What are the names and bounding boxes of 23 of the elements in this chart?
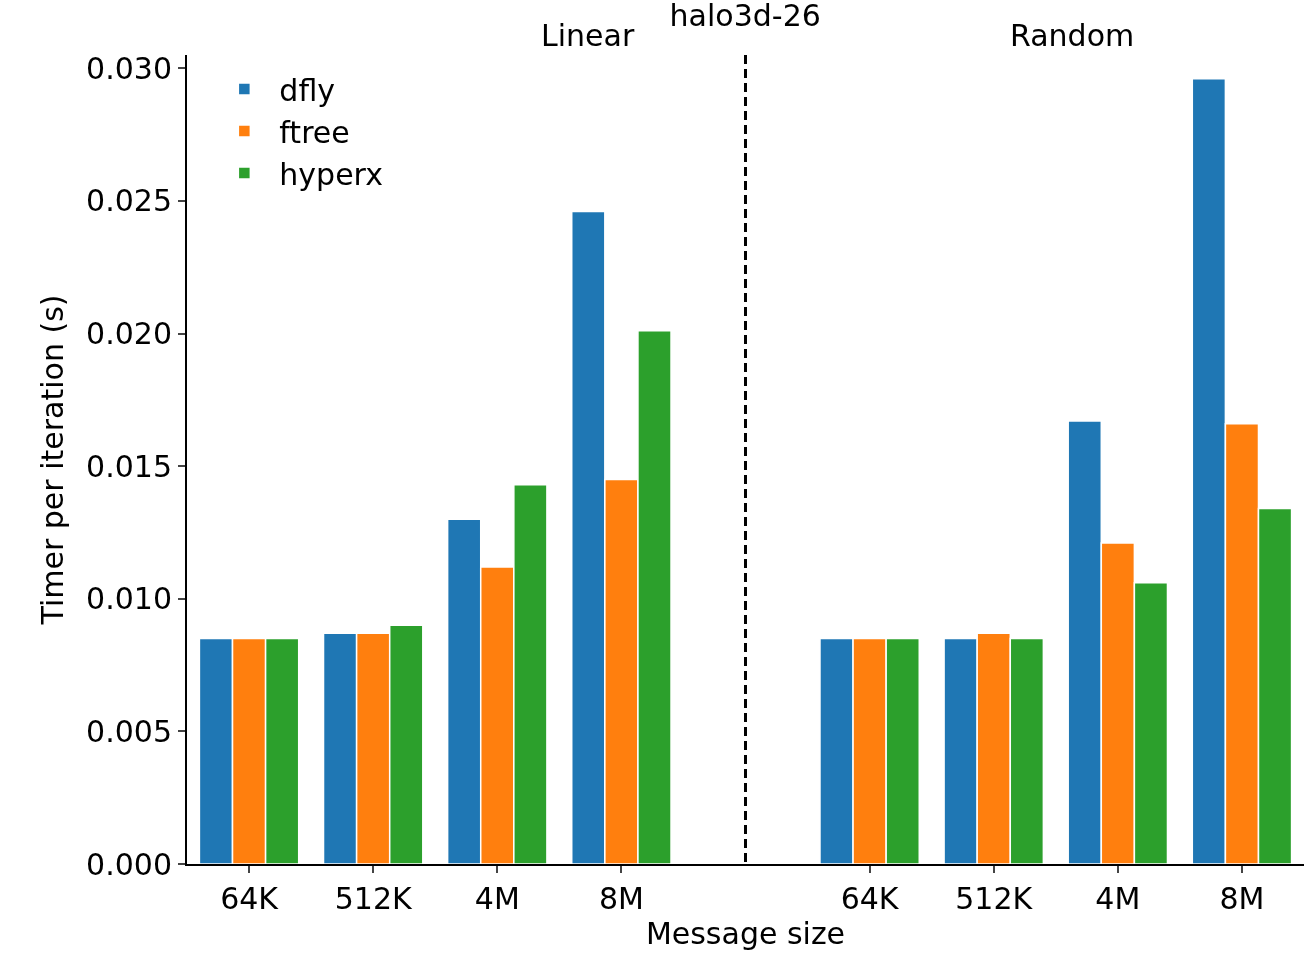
legend-label: ftree	[279, 114, 350, 150]
x-axis-title: Message size	[645, 916, 846, 951]
legend-label: hyperx	[279, 156, 383, 192]
legend-label: dfly	[279, 72, 336, 108]
x-tick-label: 4M	[1095, 881, 1141, 916]
y-tick-label: 0.015	[86, 448, 172, 484]
text: Random	[1010, 18, 1135, 53]
y-tick-label: 0.030	[86, 50, 172, 86]
y-tick-label: 0.000	[86, 846, 172, 882]
x-tick-label: 64K	[220, 881, 280, 916]
x-tick-label: 8M	[1219, 881, 1265, 916]
x-tick-label: 512K	[334, 881, 413, 916]
x-tick-label: 512K	[955, 881, 1034, 916]
y-tick-label: 0.010	[86, 581, 172, 617]
chart-title: halo3d-26	[669, 0, 821, 33]
y-tick-label: 0.020	[86, 316, 172, 352]
y-tick-label: 0.005	[86, 713, 172, 749]
y-axis-title: Timer per iteration (s)	[34, 294, 70, 626]
y-tick-label: 0.025	[86, 183, 172, 219]
x-tick-label: 4M	[474, 881, 520, 916]
x-tick-label: 8M	[598, 881, 644, 916]
text: Linear	[541, 18, 635, 53]
x-tick-label: 64K	[840, 881, 900, 916]
